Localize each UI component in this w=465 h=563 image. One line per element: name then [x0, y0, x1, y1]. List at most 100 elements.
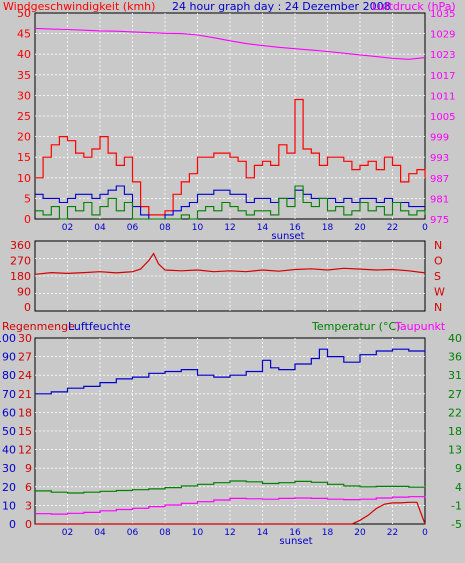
- wind-y-tick-label: 10: [17, 172, 31, 185]
- wind-x-tick-label: 10: [192, 223, 204, 233]
- rain-y-tick-label: 27: [18, 351, 32, 364]
- direction-y-tick-label: 90: [17, 286, 31, 299]
- humidity-x-tick-label: 0: [422, 528, 428, 538]
- dewpoint-axis-title: Taupunkt: [394, 320, 446, 333]
- humidity-x-tick-label: 14: [257, 528, 269, 538]
- wind-x-tick-label: 08: [159, 223, 171, 233]
- humidity-series: [35, 348, 426, 525]
- temperature-y-tick-label: 4: [455, 481, 462, 494]
- direction-y-tick-label: 360: [10, 239, 31, 252]
- wind-y-tick-labels: 0 5 10 15 20 25 30 35 40 45 50: [17, 7, 31, 226]
- wind-y-tick-label: 40: [17, 48, 31, 61]
- wind-y-tick-label: 0: [24, 213, 31, 226]
- rain-y-tick-label: 15: [18, 425, 32, 438]
- wind-panel: [34, 12, 426, 220]
- direction-series: [34, 252, 426, 275]
- temperature-y-tick-labels: -5 -1 4 9 13 18 22 27 31 36 40: [448, 332, 462, 531]
- pressure-y-tick-label: 1017: [430, 71, 455, 82]
- pressure-y-tick-label: 1011: [430, 91, 455, 102]
- humidity-y-tick-label: 60: [2, 406, 16, 419]
- humidity-x-tick-label: 04: [94, 528, 106, 538]
- wind-x-tick-label: 18: [322, 223, 334, 233]
- temperature-y-tick-label: 36: [448, 351, 462, 364]
- humidity-y-tick-label: 70: [2, 388, 16, 401]
- wind-x-tick-label: 20: [354, 223, 366, 233]
- humidity-y-tick-labels: 0 10 20 30 40 50 60 70 80 90 100: [0, 332, 16, 531]
- rain-y-tick-label: 21: [18, 388, 32, 401]
- humidity-x-tick-label: 10: [192, 528, 204, 538]
- temperature-y-tick-label: 31: [448, 369, 462, 382]
- direction-compass-label: O: [434, 255, 443, 268]
- rain-y-tick-label: 30: [18, 332, 32, 345]
- wind-x-tick-label: 22: [387, 223, 398, 233]
- humidity-x-tick-label: 22: [387, 528, 398, 538]
- sunset-label-bottom: sunset: [279, 536, 312, 547]
- rain-y-tick-label: 9: [25, 462, 32, 475]
- rain-axis-title: Regenmenge: [2, 320, 75, 333]
- humidity-line: [35, 348, 426, 395]
- pressure-y-tick-label: 987: [430, 174, 449, 185]
- humidity-y-tick-label: 100: [0, 332, 16, 345]
- humidity-y-tick-label: 40: [2, 444, 16, 457]
- wind-y-tick-label: 20: [17, 131, 31, 144]
- wind-x-tick-label: 04: [94, 223, 106, 233]
- humidity-x-tick-label: 16: [289, 528, 301, 538]
- wind-y-tick-label: 15: [17, 151, 31, 164]
- pressure-y-tick-label: 999: [430, 133, 449, 144]
- pressure-axis-title: Luftdruck (hPa): [372, 0, 456, 13]
- humidity-y-tick-label: 80: [2, 369, 16, 382]
- wind-series: [34, 27, 426, 220]
- sunset-label-top: sunset: [271, 231, 304, 242]
- wind-x-tick-label: 02: [62, 223, 73, 233]
- temperature-y-tick-label: 40: [448, 332, 462, 345]
- wind-x-tick-label: 06: [127, 223, 139, 233]
- direction-compass-label: S: [434, 270, 441, 283]
- dewpoint-line: [35, 496, 426, 515]
- humidity-y-tick-label: 0: [9, 518, 16, 531]
- rain-line: [35, 501, 426, 525]
- temperature-y-tick-label: 9: [455, 462, 462, 475]
- wind-x-tick-label: 16: [289, 223, 301, 233]
- direction-compass-label: N: [434, 301, 442, 314]
- wind-axis-title: Windgeschwindigkeit (kmh): [3, 0, 155, 13]
- wind-x-tick-labels: 02 04 06 08 10 12 14 16 18 20 22 0: [62, 223, 428, 233]
- humidity-x-tick-label: 20: [354, 528, 366, 538]
- direction-y-tick-label: 0: [24, 301, 31, 314]
- humidity-y-tick-label: 90: [2, 351, 16, 364]
- temperature-y-tick-label: -5: [451, 518, 462, 531]
- temperature-y-tick-label: 13: [448, 444, 462, 457]
- pressure-y-tick-label: 993: [430, 153, 449, 164]
- humidity-axis-title: Luftfeuchte: [68, 320, 131, 333]
- humidity-x-tick-labels: 02 04 06 08 10 12 14 16 18 20 22 0: [62, 528, 428, 538]
- temperature-y-tick-label: 18: [448, 425, 462, 438]
- gust-line: [35, 98, 426, 216]
- rain-y-tick-label: 0: [25, 518, 32, 531]
- chart-title: 24 hour graph day : 24 Dezember 2008: [172, 0, 391, 13]
- direction-compass-label: W: [434, 286, 445, 299]
- rain-y-tick-label: 24: [18, 369, 32, 382]
- wind-x-tick-label: 12: [224, 223, 235, 233]
- wind-y-tick-label: 30: [17, 89, 31, 102]
- pressure-y-tick-label: 1023: [430, 50, 455, 61]
- rain-y-tick-label: 6: [25, 481, 32, 494]
- wind-x-tick-label: 14: [257, 223, 269, 233]
- wind-y-tick-label: 5: [24, 192, 31, 205]
- rain-y-tick-label: 18: [18, 406, 32, 419]
- humidity-x-tick-label: 08: [159, 528, 171, 538]
- wind-x-tick-label: 0: [422, 223, 428, 233]
- temperature-line: [35, 480, 426, 494]
- direction-panel: [34, 240, 426, 312]
- temperature-y-tick-label: 27: [448, 388, 462, 401]
- direction-compass-label: N: [434, 239, 442, 252]
- rain-y-tick-label: 3: [25, 499, 32, 512]
- temperature-y-tick-label: 22: [448, 406, 462, 419]
- wind-y-tick-label: 45: [17, 28, 31, 41]
- wind_low-line: [35, 185, 426, 220]
- pressure-y-tick-label: 1005: [430, 112, 455, 123]
- wind-y-tick-label: 25: [17, 110, 31, 123]
- pressure-y-tick-labels: 975 981 987 993 999 1005 1011 1017 1023 1029 1035: [430, 9, 455, 226]
- pressure-y-tick-label: 975: [430, 215, 449, 226]
